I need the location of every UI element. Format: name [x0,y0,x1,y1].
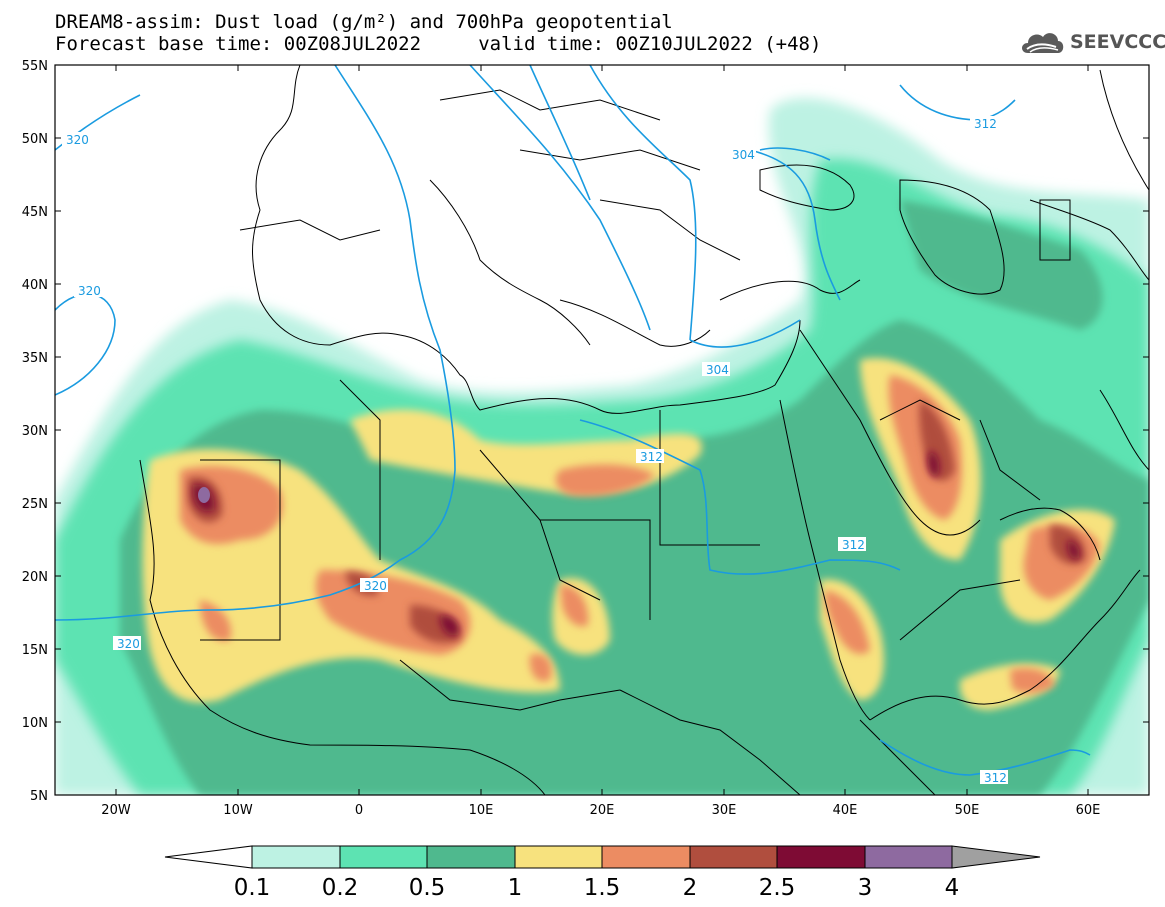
cloud-icon [1022,33,1064,53]
svg-text:320: 320 [364,579,387,593]
colorbar-label: 0.2 [322,875,359,901]
lat-tick-label: 30N [22,424,48,439]
contour-label: 320 [113,636,141,651]
contour-label: 320 [62,132,90,147]
svg-text:304: 304 [732,148,755,162]
lon-tick-label: 40E [833,803,858,818]
contour-label: 320 [360,578,388,593]
contour-label: 312 [838,537,866,552]
colorbar: 0.1 0.2 0.5 1 1.5 2 2.5 3 4 [164,845,1041,901]
svg-text:312: 312 [974,117,997,131]
lat-tick-label: 20N [22,570,48,585]
svg-text:304: 304 [706,363,729,377]
contour-label: 320 [74,283,102,298]
colorbar-swatch [864,845,953,869]
contour-label: 304 [702,362,730,377]
colorbar-label: 1 [508,875,523,901]
colorbar-swatch [689,845,778,869]
map-subtitle: Forecast base time: 00Z08JUL2022 valid t… [55,33,822,55]
lat-tick-label: 55N [22,59,48,74]
colorbar-swatch [514,845,603,869]
map-title: DREAM8-assim: Dust load (g/m²) and 700hP… [55,11,673,33]
svg-text:320: 320 [66,133,89,147]
lat-tick-label: 45N [22,205,48,220]
colorbar-label: 0.5 [409,875,446,901]
colorbar-high-extend [951,845,1041,869]
lat-tick-label: 5N [30,789,48,804]
lon-tick-label: 20W [101,803,131,818]
dust-field [55,98,1149,795]
svg-text:320: 320 [78,284,101,298]
lat-tick-label: 15N [22,643,48,658]
contour-label: 312 [980,770,1008,785]
contour-label: 312 [970,116,998,131]
svg-text:312: 312 [984,771,1007,785]
lat-tick-label: 40N [22,278,48,293]
svg-text:320: 320 [117,637,140,651]
contour-label: 312 [636,449,664,464]
lon-tick-label: 10E [469,803,494,818]
colorbar-label: 2 [683,875,698,901]
contour-labels: 320 320 304 312 304 312 312 320 320 312 [62,116,1008,785]
contour-label: 304 [728,147,756,162]
lon-tick-label: 50E [955,803,980,818]
colorbar-label: 0.1 [234,875,271,901]
lat-tick-label: 25N [22,497,48,512]
lat-tick-label: 35N [22,351,48,366]
colorbar-label: 2.5 [759,875,796,901]
svg-text:312: 312 [640,450,663,464]
lon-tick-label: 0 [355,803,363,818]
colorbar-swatch [601,845,691,869]
colorbar-swatch [426,845,516,869]
lat-axis: 55N 50N 45N 40N 35N 30N 25N 20N 15N 10N … [22,59,1149,804]
colorbar-swatch [776,845,866,869]
lon-tick-label: 60E [1076,803,1101,818]
seevccc-logo: SEEVCCC [1018,27,1165,57]
colorbar-label: 3 [858,875,873,901]
lon-axis: 20W 10W 0 10E 20E 30E 40E 50E 60E [101,65,1100,818]
lon-tick-label: 10W [223,803,253,818]
colorbar-low-extend [164,845,253,869]
colorbar-swatch [251,845,341,869]
coastlines [139,65,1149,795]
lon-tick-label: 30E [712,803,737,818]
svg-text:312: 312 [842,538,865,552]
colorbar-label: 4 [945,875,960,901]
colorbar-swatch [339,845,428,869]
lat-tick-label: 50N [22,132,48,147]
logo-text: SEEVCCC [1070,31,1165,53]
lat-tick-label: 10N [22,716,48,731]
lon-tick-label: 20E [590,803,615,818]
colorbar-label: 1.5 [584,875,621,901]
